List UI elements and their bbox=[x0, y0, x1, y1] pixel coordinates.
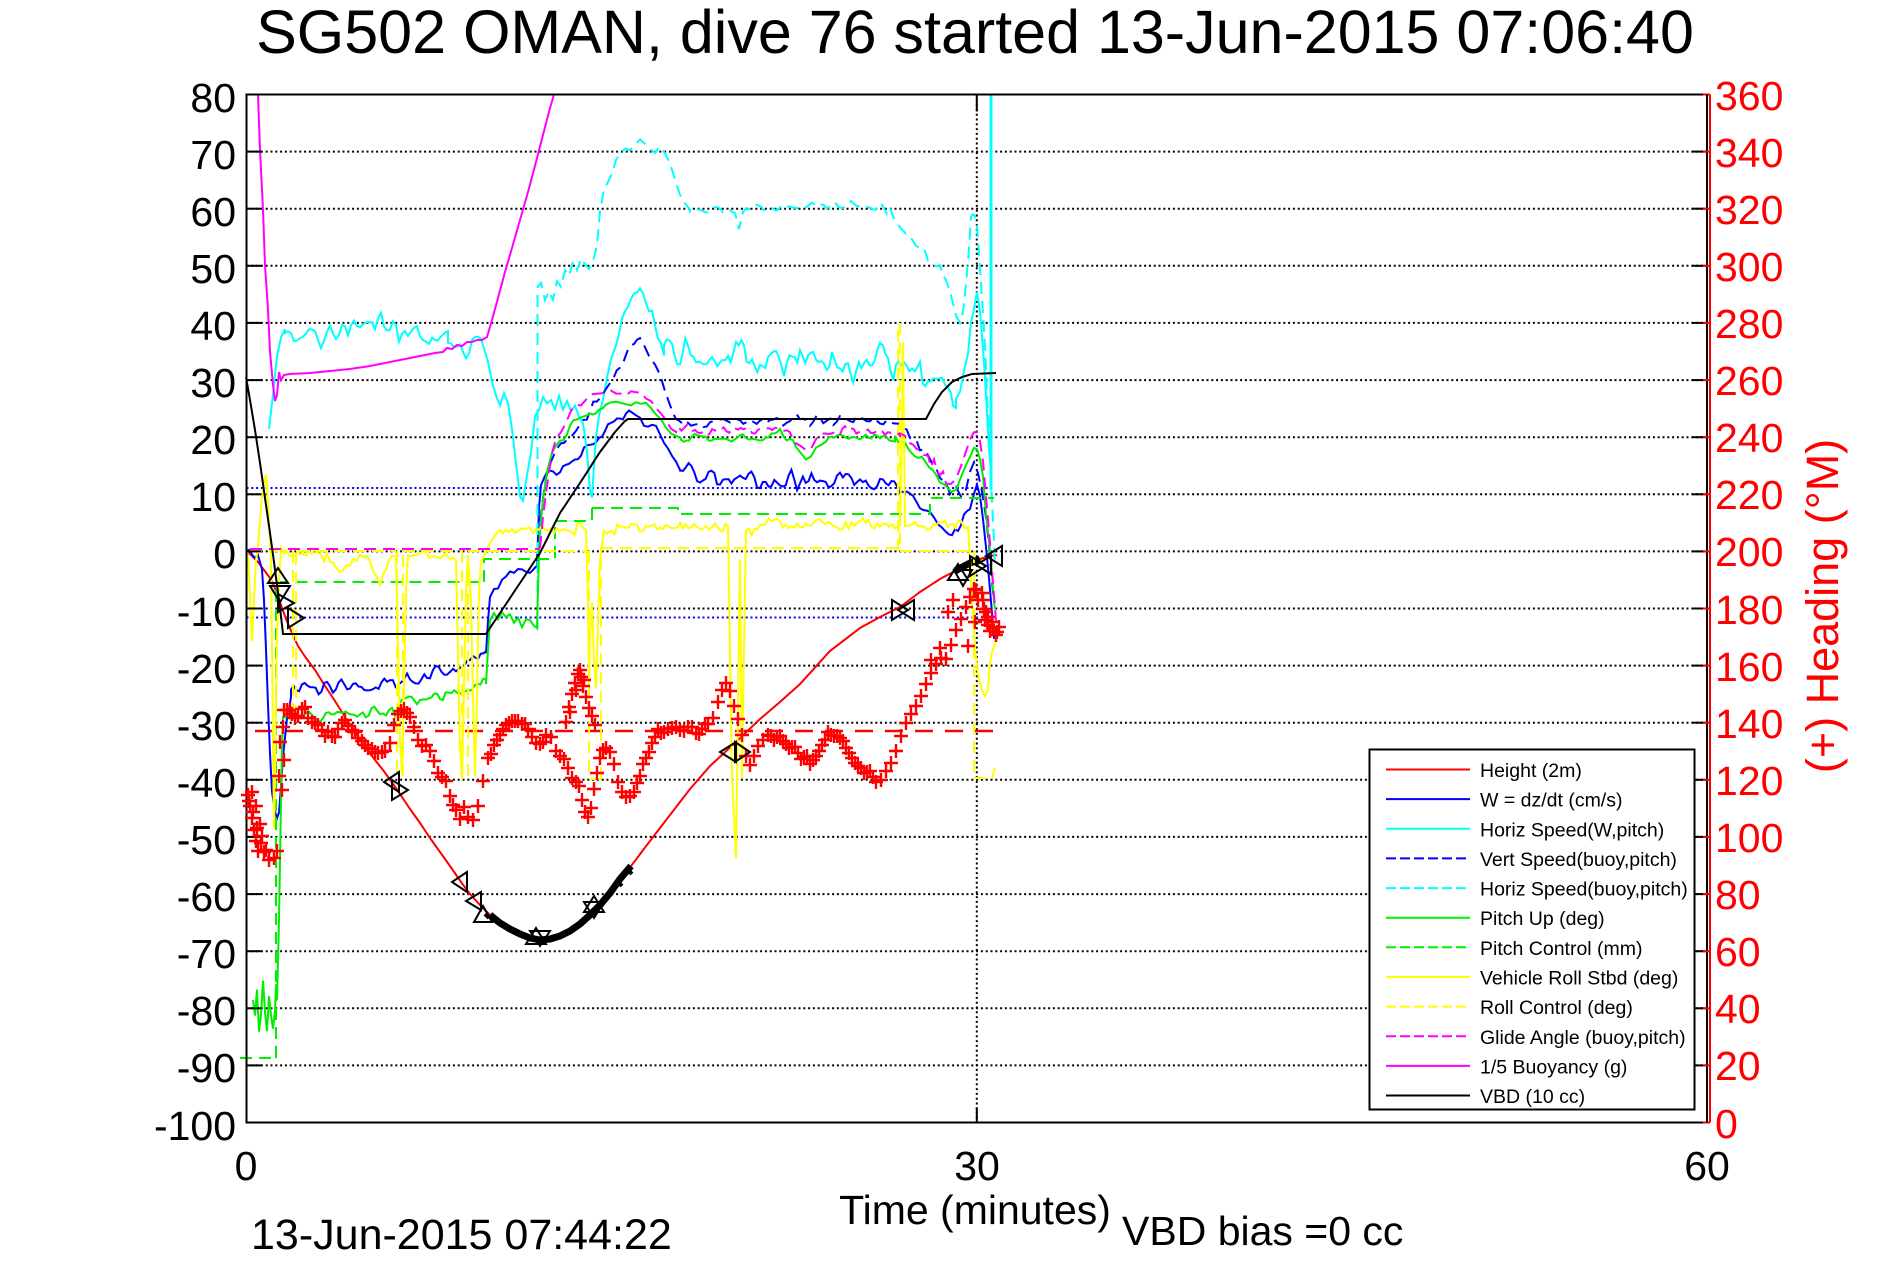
svg-text:220: 220 bbox=[1715, 472, 1783, 518]
svg-text:240: 240 bbox=[1715, 415, 1783, 461]
svg-text:20: 20 bbox=[1715, 1043, 1761, 1089]
svg-text:20: 20 bbox=[190, 417, 236, 463]
svg-text:VBD (10 cc): VBD (10 cc) bbox=[1480, 1086, 1585, 1108]
svg-text:40: 40 bbox=[190, 303, 236, 349]
svg-text:Roll Control (deg): Roll Control (deg) bbox=[1480, 997, 1633, 1019]
svg-text:W = dz/dt (cm/s): W = dz/dt (cm/s) bbox=[1480, 790, 1622, 812]
svg-text:Pitch Control (mm): Pitch Control (mm) bbox=[1480, 938, 1643, 960]
svg-text:60: 60 bbox=[190, 189, 236, 235]
svg-text:0: 0 bbox=[235, 1143, 258, 1189]
svg-text:0: 0 bbox=[1715, 1101, 1738, 1147]
svg-text:VBD bias =0 cc: VBD bias =0 cc bbox=[1122, 1208, 1403, 1254]
svg-text:340: 340 bbox=[1715, 130, 1783, 176]
svg-text:Horiz Speed(W,pitch): Horiz Speed(W,pitch) bbox=[1480, 819, 1664, 841]
svg-text:13-Jun-2015 07:44:22: 13-Jun-2015 07:44:22 bbox=[251, 1211, 672, 1259]
svg-text:-40: -40 bbox=[177, 760, 236, 806]
svg-text:-60: -60 bbox=[177, 874, 236, 920]
svg-text:60: 60 bbox=[1684, 1143, 1730, 1189]
svg-text:260: 260 bbox=[1715, 358, 1783, 404]
svg-text:Horiz Speed(buoy,pitch): Horiz Speed(buoy,pitch) bbox=[1480, 879, 1688, 901]
svg-text:Glide Angle (buoy,pitch): Glide Angle (buoy,pitch) bbox=[1480, 1027, 1686, 1049]
svg-text:-10: -10 bbox=[177, 589, 236, 635]
svg-text:140: 140 bbox=[1715, 701, 1783, 747]
svg-text:Time (minutes): Time (minutes) bbox=[839, 1187, 1111, 1233]
svg-text:280: 280 bbox=[1715, 301, 1783, 347]
svg-text:80: 80 bbox=[1715, 872, 1761, 918]
svg-text:160: 160 bbox=[1715, 644, 1783, 690]
svg-text:-100: -100 bbox=[154, 1103, 236, 1149]
svg-text:120: 120 bbox=[1715, 758, 1783, 804]
svg-text:80: 80 bbox=[190, 75, 236, 121]
svg-text:30: 30 bbox=[954, 1143, 1000, 1189]
svg-text:100: 100 bbox=[1715, 815, 1783, 861]
svg-text:200: 200 bbox=[1715, 529, 1783, 575]
svg-text:-70: -70 bbox=[177, 931, 236, 977]
svg-text:-50: -50 bbox=[177, 817, 236, 863]
svg-text:SG502 OMAN, dive 76 started 13: SG502 OMAN, dive 76 started 13-Jun-2015 … bbox=[256, 0, 1694, 66]
svg-text:Height (2m): Height (2m) bbox=[1480, 760, 1582, 782]
svg-text:-30: -30 bbox=[177, 703, 236, 749]
svg-text:320: 320 bbox=[1715, 187, 1783, 233]
svg-text:300: 300 bbox=[1715, 244, 1783, 290]
svg-text:Vert Speed(buoy,pitch): Vert Speed(buoy,pitch) bbox=[1480, 849, 1677, 871]
svg-text:-20: -20 bbox=[177, 646, 236, 692]
svg-text:50: 50 bbox=[190, 246, 236, 292]
svg-text:Vehicle Roll Stbd (deg): Vehicle Roll Stbd (deg) bbox=[1480, 968, 1678, 990]
svg-text:-80: -80 bbox=[177, 988, 236, 1034]
svg-text:180: 180 bbox=[1715, 587, 1783, 633]
svg-text:-90: -90 bbox=[177, 1045, 236, 1091]
svg-text:40: 40 bbox=[1715, 986, 1761, 1032]
svg-text:30: 30 bbox=[190, 360, 236, 406]
svg-text:60: 60 bbox=[1715, 929, 1761, 975]
svg-text:Pitch Up (deg): Pitch Up (deg) bbox=[1480, 908, 1605, 930]
svg-text:70: 70 bbox=[190, 132, 236, 178]
svg-text:(+) Heading (°M): (+) Heading (°M) bbox=[1797, 439, 1848, 773]
svg-text:10: 10 bbox=[190, 474, 236, 520]
svg-text:0: 0 bbox=[213, 531, 236, 577]
svg-text:360: 360 bbox=[1715, 73, 1783, 119]
svg-text:1/5 Buoyancy (g): 1/5 Buoyancy (g) bbox=[1480, 1056, 1627, 1078]
